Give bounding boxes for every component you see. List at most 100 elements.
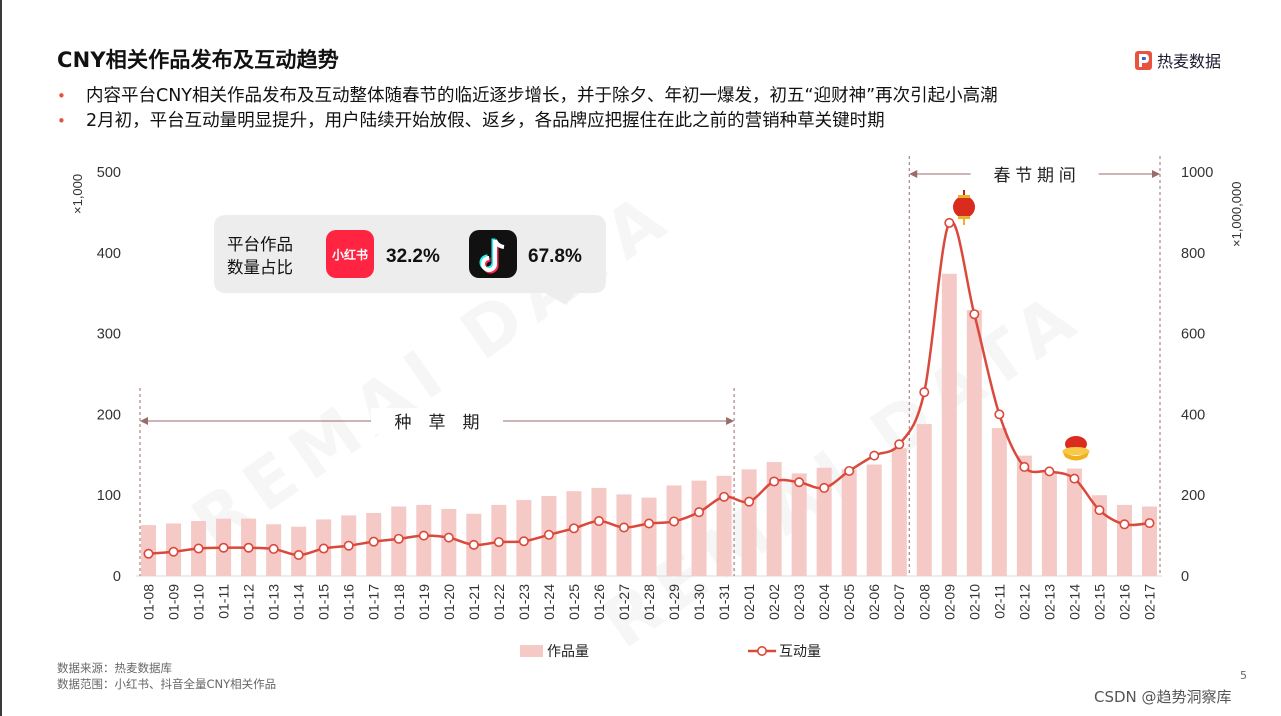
y-right-tick-label: 200 (1181, 488, 1205, 504)
x-tick-label: 01-24 (541, 584, 557, 620)
bullet-text: 内容平台CNY相关作品发布及互动整体随春节的临近逐步增长，并于除夕、年初一爆发，… (86, 86, 998, 106)
line-point (944, 217, 955, 228)
line-point (243, 542, 254, 553)
x-tick-label: 01-08 (141, 584, 157, 620)
line-point (719, 491, 730, 502)
line-point (919, 387, 930, 398)
share-box: 平台作品 数量占比 小红书 32.2% 67.8% (214, 215, 606, 305)
bar (1091, 495, 1107, 576)
x-tick-label: 02-14 (1066, 584, 1082, 620)
y-right-tick-label: 600 (1181, 327, 1205, 343)
bar (741, 469, 757, 576)
line-point (268, 543, 279, 554)
chart-legend: 作品量 互动量 (520, 643, 821, 659)
x-tick-label: 01-14 (291, 584, 307, 620)
line-point (518, 536, 529, 547)
bar (991, 428, 1007, 576)
legend-swatch-works (520, 645, 543, 657)
bar (691, 480, 707, 576)
x-tick-label: 01-11 (216, 584, 232, 619)
x-tick-label: 01-10 (191, 584, 207, 620)
line-point (994, 409, 1005, 420)
bar (891, 448, 907, 576)
right-axis: 0 200 400 600 800 1000 ×1,000,000 (1181, 165, 1244, 585)
line-point (643, 518, 654, 529)
y-left-axis-label: ×1,000 (70, 174, 85, 214)
y-left-tick-label: 200 (97, 407, 121, 423)
bar (591, 487, 607, 576)
x-tick-label: 01-26 (591, 584, 607, 620)
x-tick-label: 02-13 (1041, 584, 1057, 620)
x-tick-label: 01-13 (266, 584, 282, 620)
y-left-tick-label: 300 (97, 327, 121, 343)
x-tick-label: 02-09 (941, 584, 957, 620)
y-right-tick-label: 800 (1181, 246, 1205, 262)
bullet-text: 2月初，平台互动量明显提升，用户陆续开始放假、返乡，各品牌应把握住在此之前的营销… (86, 111, 885, 131)
x-tick-label: 02-06 (866, 584, 882, 620)
line-point (293, 549, 304, 560)
bar (816, 467, 832, 576)
share-box-label: 平台作品 (227, 235, 293, 254)
share-box-label: 数量占比 (227, 258, 293, 277)
planting-period-label-bg (371, 408, 504, 434)
brand-logo: 热麦数据 (1135, 48, 1221, 72)
planting-period-arrow-head (726, 417, 735, 425)
x-tick-label: 02-04 (816, 584, 832, 620)
x-tick-label: 01-18 (391, 584, 407, 620)
data-source: 数据来源：热麦数据库 (57, 661, 172, 675)
x-tick-label: 01-21 (466, 584, 482, 620)
legend-label-interactions: 互动量 (779, 643, 821, 659)
bullet-item: • 内容平台CNY相关作品发布及互动整体随春节的临近逐步增长，并于除夕、年初一爆… (57, 84, 998, 109)
x-tick-label: 01-28 (641, 584, 657, 620)
line-point (819, 482, 830, 493)
line-point (418, 530, 429, 541)
line-point (618, 522, 629, 533)
bullet-list: • 内容平台CNY相关作品发布及互动整体随春节的临近逐步增长，并于除夕、年初一爆… (57, 84, 998, 134)
bar (716, 475, 732, 576)
douyin-icon (469, 230, 517, 278)
line-point (969, 309, 980, 320)
x-tick-label: 01-15 (316, 584, 332, 620)
y-right-tick-label: 1000 (1181, 165, 1213, 181)
line-point (1144, 518, 1155, 529)
line-point (443, 532, 454, 543)
bar (916, 424, 932, 576)
bar (1016, 455, 1032, 576)
bar (941, 273, 957, 576)
bar (766, 462, 782, 576)
x-tick-label: 01-12 (241, 584, 257, 620)
line-point (1069, 473, 1080, 484)
line-point (1019, 461, 1030, 472)
y-left-tick-label: 400 (97, 246, 121, 262)
x-tick-label: 02-05 (841, 584, 857, 620)
x-axis-labels: 01-08 01-09 01-10 01-11 01-12 01-13 01-14 01-15… (141, 584, 1158, 620)
bar (566, 491, 582, 576)
source-credit: CSDN @趋势洞察库 (1094, 688, 1232, 706)
page-number: 5 (1240, 669, 1247, 682)
bar (666, 485, 682, 576)
line-point (769, 476, 780, 487)
line-point (694, 507, 705, 518)
y-left-tick-label: 500 (97, 165, 121, 181)
x-tick-label: 02-03 (791, 584, 807, 620)
y-right-axis-label: ×1,000,000 (1229, 182, 1244, 247)
line-point (568, 523, 579, 534)
bar (1141, 506, 1157, 576)
footnotes: 数据来源：热麦数据库 数据范围：小红书、抖音全量CNY相关作品 (57, 660, 276, 692)
spring-festival-arrow-head (909, 170, 918, 178)
x-tick-label: 02-15 (1091, 584, 1107, 620)
x-tick-label: 01-31 (716, 584, 732, 620)
line-point (894, 439, 905, 450)
line-point (343, 540, 354, 551)
xiaohongshu-share: 32.2% (386, 246, 440, 267)
line-point (468, 539, 479, 550)
line-point (844, 465, 855, 476)
line-point (1044, 466, 1055, 477)
bar-series-works (141, 273, 1157, 576)
x-tick-label: 01-09 (166, 584, 182, 620)
x-tick-label: 02-16 (1116, 584, 1132, 620)
bullet-dot-icon: • (57, 87, 66, 105)
gold-ingot-icon (1062, 436, 1090, 461)
x-tick-label: 02-01 (741, 584, 757, 620)
line-point (593, 516, 604, 527)
